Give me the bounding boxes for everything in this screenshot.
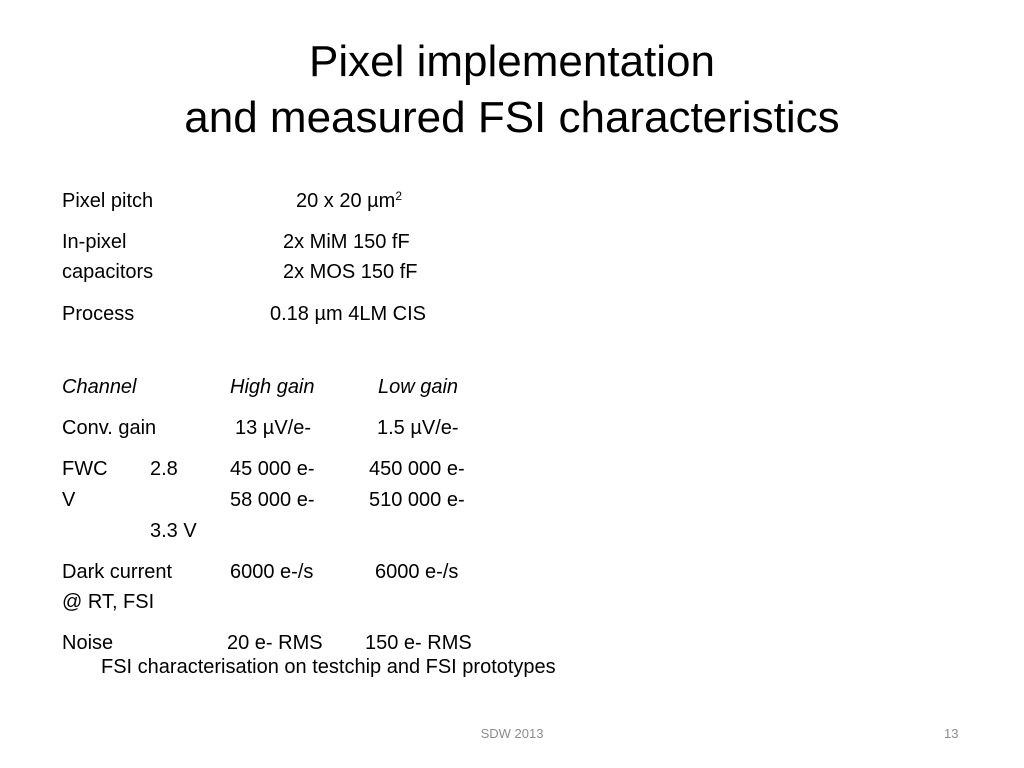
header-channel: Channel [62,376,137,398]
spec-value-pixel-pitch-text: 20 x 20 µm [296,190,396,212]
row-label-fwc-3-3v: 3.3 V [150,520,197,542]
page-number: 13 [944,726,959,741]
dark-current-low: 6000 e-/s [375,561,459,583]
spec-label-process: Process [62,303,135,325]
row-label-fwc-2-8: 2.8 [150,458,178,480]
spec-label-capacitors: capacitors [62,261,154,283]
slide-title: Pixel implementation and measured FSI ch… [0,34,1024,146]
spec-value-mos: 2x MOS 150 fF [283,261,418,283]
title-line-1: Pixel implementation [309,37,715,86]
spec-value-mim: 2x MiM 150 fF [283,231,410,253]
spec-label-pixel-pitch: Pixel pitch [62,190,154,212]
spec-value-pixel-pitch: 20 x 20 µm2 [296,189,402,213]
row-label-conv-gain: Conv. gain [62,417,157,439]
spec-value-process: 0.18 µm 4LM CIS [270,303,427,325]
noise-high: 20 e- RMS [227,632,323,654]
row-label-dark-current: Dark current [62,561,173,583]
fwc-high-1: 45 000 e- [230,458,315,480]
title-line-2: and measured FSI characteristics [184,93,840,142]
fwc-high-2: 58 000 e- [230,489,315,511]
caption: FSI characterisation on testchip and FSI… [101,656,556,678]
conv-gain-high: 13 µV/e- [235,417,312,439]
fwc-low-2: 510 000 e- [369,489,465,511]
spec-value-pixel-pitch-sup: 2 [395,189,403,203]
row-label-fwc-v: V [62,489,76,511]
spec-label-in-pixel: In-pixel [62,231,127,253]
noise-low: 150 e- RMS [365,632,472,654]
row-label-fwc: FWC [62,458,108,480]
row-label-dark-current-rt: @ RT, FSI [62,591,155,613]
header-high-gain: High gain [230,376,315,398]
fwc-low-1: 450 000 e- [369,458,465,480]
footer-center: SDW 2013 [480,726,544,741]
conv-gain-low: 1.5 µV/e- [377,417,459,439]
row-label-noise: Noise [62,632,114,654]
dark-current-high: 6000 e-/s [230,561,314,583]
header-low-gain: Low gain [378,376,459,398]
